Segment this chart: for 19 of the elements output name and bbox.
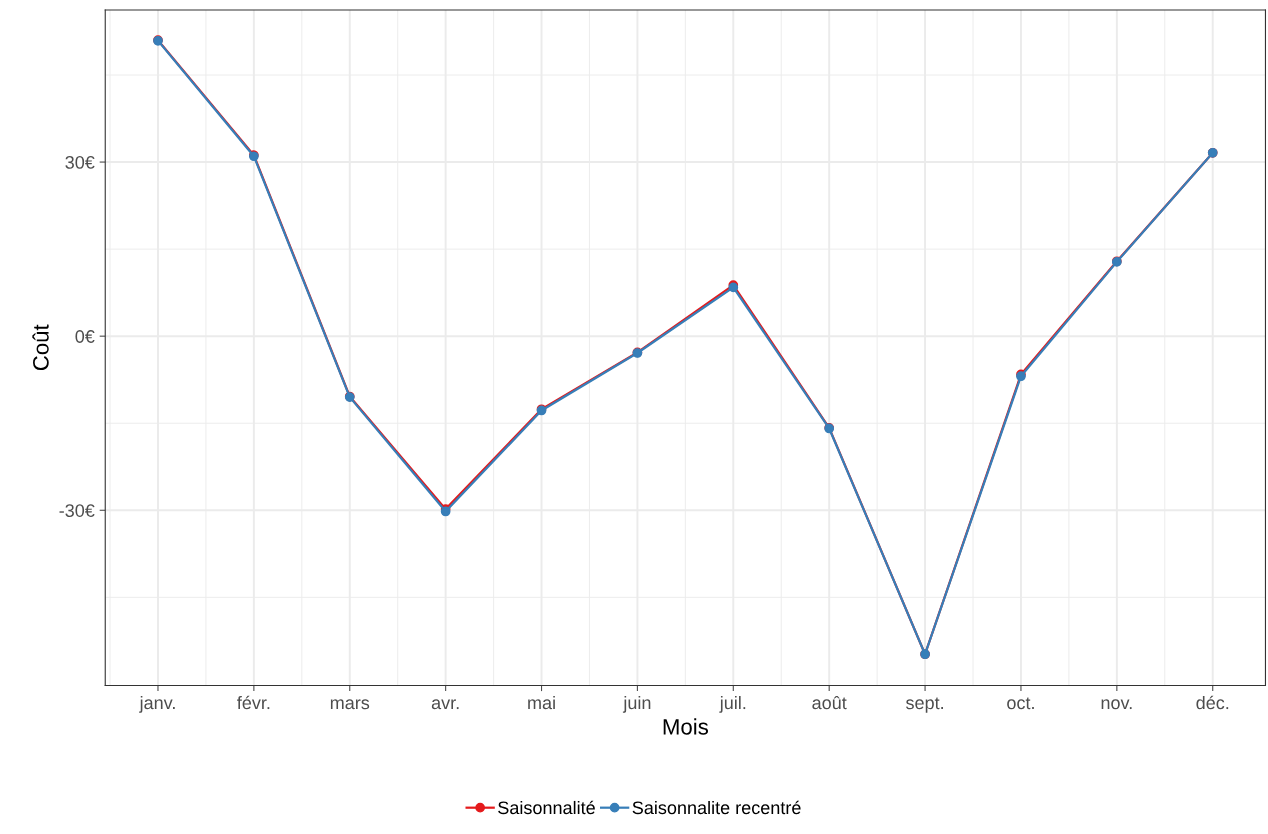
y-axis-title: Coût [32,324,49,371]
x-tick-label: avr. [431,699,459,710]
x-tick-label: août [812,695,847,710]
x-tick-label: nov. [1101,699,1132,710]
x-tick-label: mai [528,695,555,710]
y-tick-label: 0€ [75,330,95,343]
y-tick-label: -30€ [59,504,95,517]
y-tick-label: 30€ [65,156,95,169]
x-tick-label: janv. [139,695,175,713]
legend-label: Saisonnalité [498,800,595,815]
legend-label: Saisonnalite recentré [632,800,801,815]
x-tick-label: févr. [237,695,270,710]
x-tick-label: déc. [1196,695,1229,710]
x-axis-title: Mois [663,718,709,735]
x-tick-label: sept. [906,697,943,713]
x-tick-label: oct. [1007,697,1034,710]
x-tick-label: juin [622,695,651,713]
x-tick-label: juil. [719,695,746,713]
x-tick-label: mars [330,699,370,710]
